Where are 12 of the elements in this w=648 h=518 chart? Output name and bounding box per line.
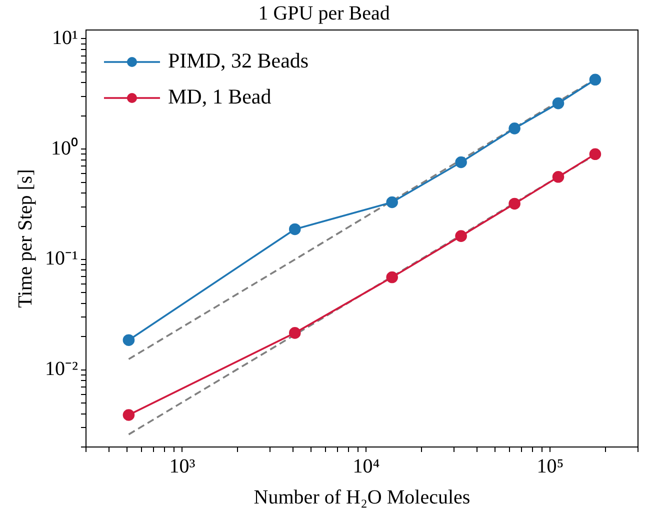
chart-title: 1 GPU per Bead <box>258 2 390 24</box>
x-tick-label: 10⁴ <box>352 455 380 478</box>
y-tick-label: 10¹ <box>52 26 78 49</box>
y-axis-title: Time per Step [s] <box>14 169 36 308</box>
y-tick-label: 10⁻² <box>44 358 78 380</box>
legend-label: PIMD, 32 Beads <box>168 48 309 73</box>
y-tick-label: 10⁰ <box>50 136 78 160</box>
y-tick-label: 10⁻¹ <box>44 248 78 270</box>
x-tick-label: 10⁵ <box>536 455 564 478</box>
legend-label: MD, 1 Bead <box>168 84 272 109</box>
x-axis-title: Number of H₂O Molecules <box>254 486 470 508</box>
x-tick-label: 10³ <box>169 455 196 478</box>
